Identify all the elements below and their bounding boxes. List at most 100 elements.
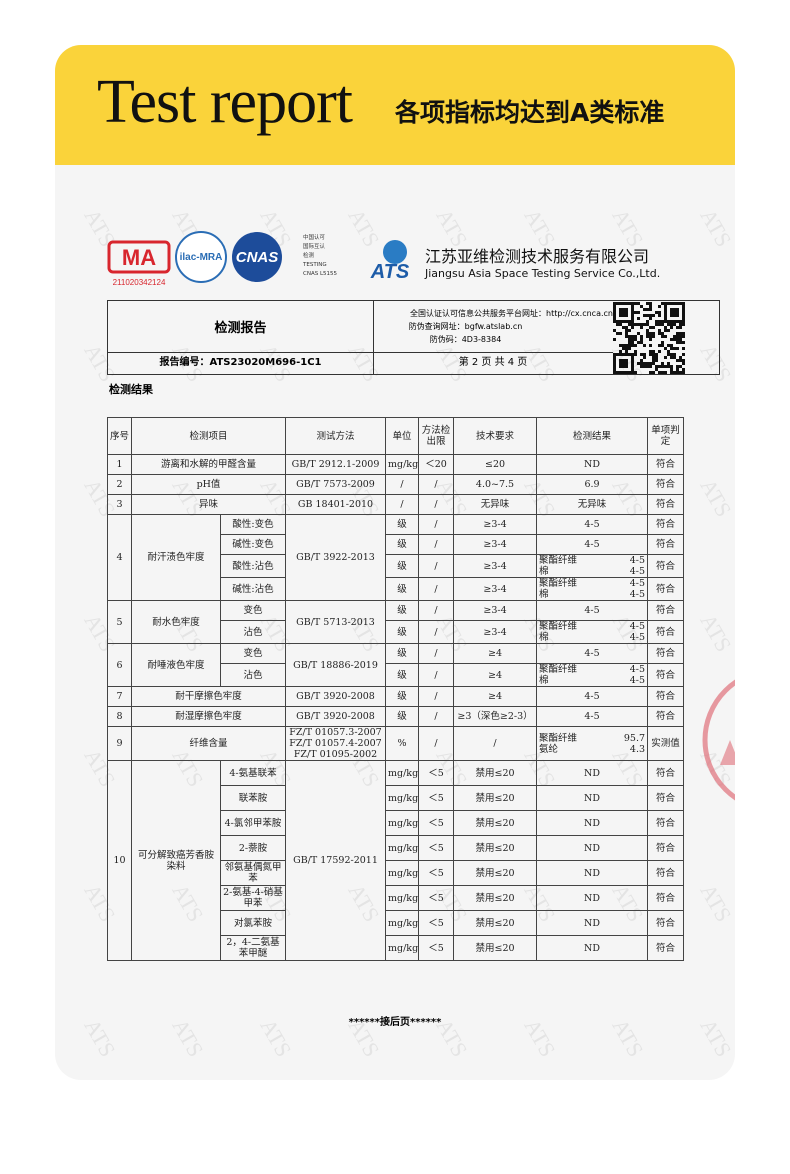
method-cell: GB/T 17592-2011 [285, 760, 387, 961]
text-line: GB 18401-2010 [297, 499, 374, 510]
sub-item-cell: 2，4-二氨基苯甲醚 [219, 935, 287, 961]
qr-module [673, 371, 676, 374]
qr-module [625, 332, 628, 335]
qr-module [634, 323, 637, 326]
qr-module [673, 320, 676, 323]
limit-cell: ＜5 [418, 835, 455, 861]
verdict-cell: 符合 [647, 935, 685, 961]
verdict-cell: 符合 [647, 554, 685, 578]
result-cell: ND [536, 454, 649, 475]
result-cell: ND [536, 760, 649, 786]
logos: MA 211020342124 ilac-MRA CNAS 中国认可国际互认检测… [107, 231, 660, 287]
qr-module [676, 308, 679, 311]
item-cell: 耐汗渍色牢度 [131, 514, 221, 601]
sub-item-cell: 4-氨基联苯 [219, 760, 287, 786]
method-cell: GB/T 3922-2013 [285, 514, 387, 601]
qr-module [667, 350, 670, 353]
qr-module [619, 314, 622, 317]
limit-cell: / [418, 554, 455, 578]
qr-module [664, 302, 667, 305]
requirement-cell: ≥3-4 [453, 600, 538, 621]
limit-cell: ＜5 [418, 810, 455, 836]
qr-module [613, 356, 616, 359]
qr-module [658, 311, 661, 314]
qr-module [637, 317, 640, 320]
qr-module [649, 338, 652, 341]
row: 4 耐汗渍色牢度 酸性:变色 GB/T 3922-2013 级 / ≥3-4 4-5 符合 [107, 514, 685, 601]
sub-item-cell: 2-萘胺 [219, 835, 287, 861]
qr-module [661, 344, 664, 347]
qr-module [646, 320, 649, 323]
qr-module [667, 365, 670, 368]
qr-module [619, 359, 622, 362]
qr-module [613, 311, 616, 314]
qr-module [616, 353, 619, 356]
text-line: FZ/T 01057.4-2007 [289, 738, 382, 749]
qr-module [613, 371, 616, 374]
qr-module [667, 320, 670, 323]
qr-module [664, 311, 667, 314]
qr-module [646, 335, 649, 338]
qr-module [676, 371, 679, 374]
no-cell: 7 [107, 686, 132, 707]
qr-module [676, 347, 679, 350]
fiber-name: 棉 [539, 675, 549, 686]
qr-module [631, 314, 634, 317]
qr-module [625, 365, 628, 368]
qr-module [682, 314, 685, 317]
no-cell: 4 [107, 514, 132, 601]
qr-module [634, 353, 637, 356]
qr-module [673, 323, 676, 326]
qr-module [619, 311, 622, 314]
qr-module [625, 326, 628, 329]
qr-module [664, 308, 667, 311]
qr-module [631, 362, 634, 365]
header-band: Test report 各项指标均达到A类标准 [55, 45, 735, 165]
header-cell: 测试方法 [285, 417, 387, 455]
result-cell: 聚酯纤维 4-5 棉 4-5 [536, 554, 649, 578]
verdict-cell: 符合 [647, 810, 685, 836]
verdict-cell: 符合 [647, 686, 685, 707]
result-pair: 氨纶 4.3 [539, 744, 645, 755]
qr-module [676, 341, 679, 344]
qr-module [622, 344, 625, 347]
report-no: 报告编号：ATS23020M696-1C1 [108, 352, 374, 374]
text-line: GB/T 7573-2009 [296, 479, 375, 490]
method-cell: GB 18401-2010 [285, 494, 387, 515]
result-cell: 4-5 [536, 686, 649, 707]
qr-module [613, 329, 616, 332]
qr-module [682, 335, 685, 338]
qr-module [643, 344, 646, 347]
qr-module [643, 356, 646, 359]
qr-module [673, 356, 676, 359]
qr-module [658, 305, 661, 308]
requirement-cell: ≥3-4 [453, 620, 538, 644]
qr-module [640, 338, 643, 341]
qr-module [664, 365, 667, 368]
header-cell: 方法检出限 [418, 417, 455, 455]
qr-module [670, 368, 673, 371]
requirement-cell: ≥4 [453, 663, 538, 687]
qr-module [652, 332, 655, 335]
row: 2 pH值 GB/T 7573-2009//4.0~7.5 6.9 符合 [107, 474, 685, 495]
qr-module [676, 332, 679, 335]
qr-module [613, 317, 616, 320]
qr-module [673, 338, 676, 341]
qr-module [646, 332, 649, 335]
result-cell: ND [536, 885, 649, 911]
qr-module [640, 305, 643, 308]
row: 10 可分解致癌芳香胺染料 4-氨基联苯 GB/T 17592-2011 mg/kg ＜5… [107, 760, 685, 961]
requirement-cell: ≥3（深色≥2-3） [453, 706, 538, 727]
title-en: Test report [97, 68, 353, 136]
cnas-line: TESTING [302, 262, 327, 268]
no-cell: 5 [107, 600, 132, 644]
qr-module [622, 359, 625, 362]
unit-cell: mg/kg [385, 860, 420, 886]
limit-cell: / [418, 534, 455, 555]
method-cell: GB/T 2912.1-2009 [285, 454, 387, 475]
method-cell: GB/T 3920-2008 [285, 706, 387, 727]
row: 8 耐湿摩擦色牢度 GB/T 3920-2008 级 / ≥3（深色≥2-3） 4-5 符合 [107, 706, 685, 727]
qr-module [649, 371, 652, 374]
requirement-cell: ≥3-4 [453, 514, 538, 535]
text-line: GB/T 5713-2013 [296, 616, 375, 628]
